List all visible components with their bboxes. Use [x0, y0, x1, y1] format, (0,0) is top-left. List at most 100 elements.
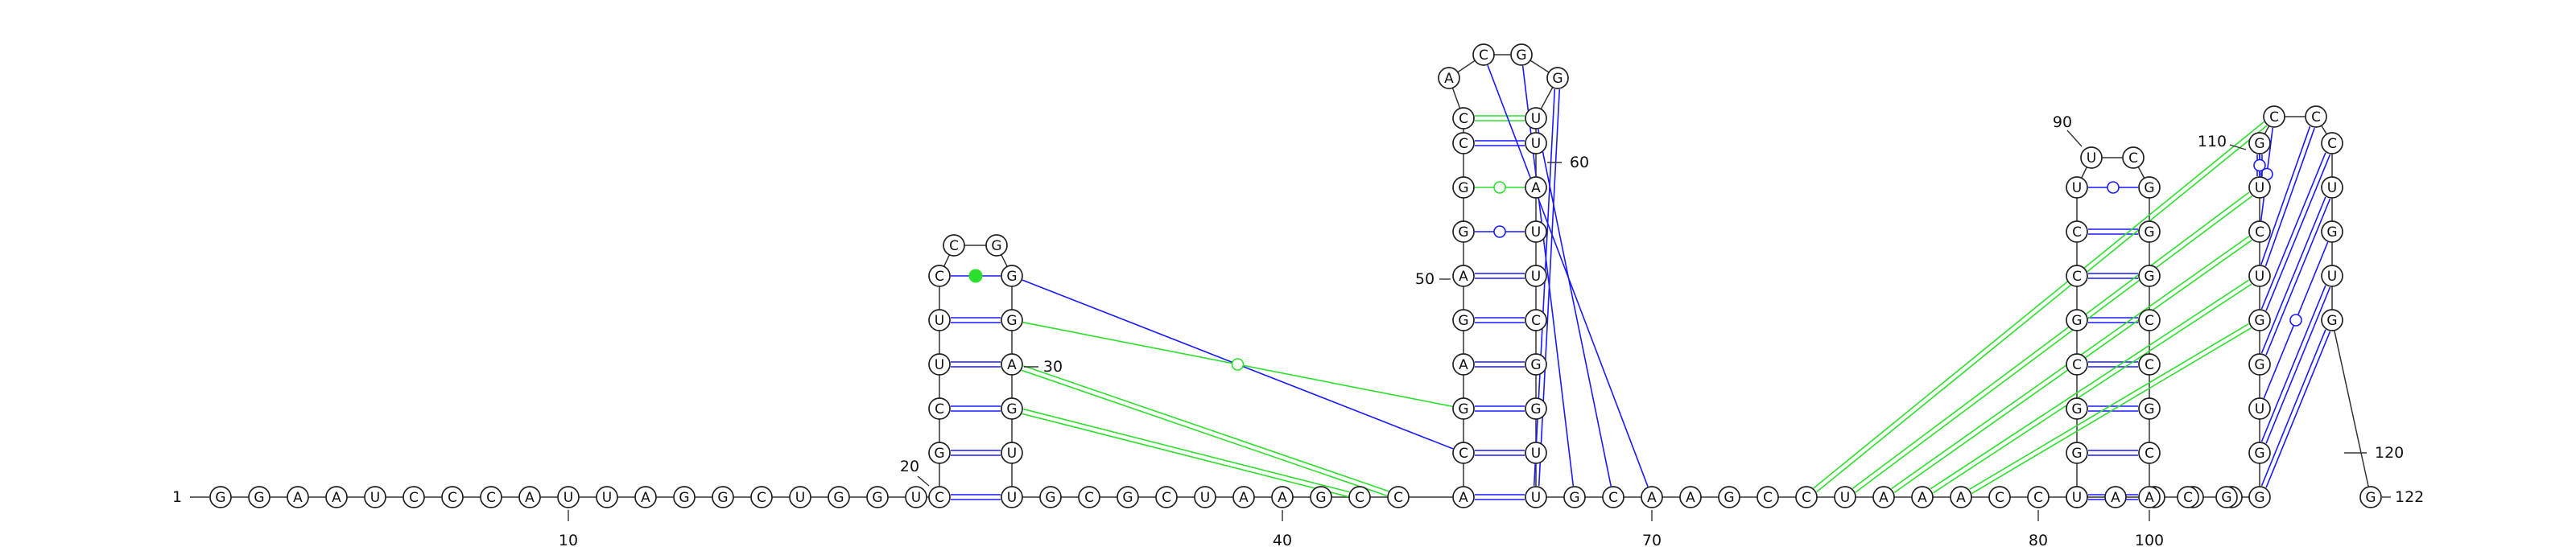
svg-text:G: G	[2071, 401, 2082, 417]
nucleotide: A	[1438, 67, 1460, 89]
backbone-line	[221, 54, 2372, 498]
nucleotide: G	[2138, 220, 2161, 243]
nucleotide: U	[2080, 146, 2103, 169]
nucleotide: G	[2248, 442, 2271, 464]
svg-text:U: U	[911, 490, 921, 506]
svg-text:U: U	[2072, 180, 2082, 196]
nucleotide: C	[2263, 105, 2285, 128]
svg-text:C: C	[2145, 446, 2154, 462]
nucleotide: U	[2321, 265, 2343, 287]
svg-text:U: U	[1531, 490, 1541, 506]
nucleotide: G	[2321, 220, 2343, 243]
base-pair	[2088, 405, 2138, 412]
svg-text:U: U	[795, 490, 805, 506]
nucleotide: A	[518, 486, 541, 508]
nucleotide: U	[1834, 486, 1856, 508]
svg-text:C: C	[935, 269, 944, 285]
nucleotide: G	[1117, 486, 1139, 508]
svg-text:C: C	[1084, 490, 1094, 506]
svg-text:G: G	[679, 490, 689, 506]
svg-text:A: A	[293, 490, 303, 506]
svg-text:G: G	[1006, 313, 1017, 329]
svg-text:G: G	[215, 490, 225, 506]
position-label: 40	[1273, 510, 1292, 549]
base-pair	[2088, 361, 2138, 368]
nucleotide: G	[1525, 353, 1547, 376]
svg-text:C: C	[935, 401, 944, 417]
nucleotide: C	[1348, 486, 1371, 508]
svg-text:70: 70	[1642, 532, 1662, 549]
nucleotide: G	[1718, 486, 1740, 508]
svg-text:A: A	[1647, 490, 1657, 506]
svg-text:C: C	[949, 238, 959, 254]
nucleotide: A	[2138, 486, 2161, 508]
nucleotide: G	[2066, 309, 2088, 331]
svg-text:G: G	[2326, 224, 2337, 241]
svg-text:1: 1	[172, 488, 182, 506]
nucleotide: U	[1525, 486, 1547, 508]
svg-text:50: 50	[1415, 270, 1435, 288]
nucleotide: C	[1387, 486, 1410, 508]
svg-text:G: G	[1006, 269, 1017, 285]
svg-text:U: U	[1531, 224, 1541, 241]
svg-text:A: A	[1956, 490, 1966, 506]
base-pair	[951, 494, 1001, 500]
svg-text:U: U	[564, 490, 573, 506]
svg-text:U: U	[1007, 446, 1017, 462]
base-pair	[951, 269, 1001, 283]
svg-text:G: G	[872, 490, 882, 506]
base-pair	[2088, 273, 2138, 279]
svg-text:A: A	[1918, 490, 1927, 506]
position-label: 90	[2053, 113, 2083, 147]
nucleotide: A	[634, 486, 657, 508]
svg-text:20: 20	[900, 458, 919, 475]
position-label: 122	[2383, 488, 2424, 506]
svg-text:C: C	[1459, 111, 1468, 127]
svg-text:A: A	[641, 490, 650, 506]
svg-text:C: C	[1459, 136, 1468, 152]
svg-text:C: C	[2072, 224, 2082, 241]
nucleotide: U	[364, 486, 386, 508]
svg-text:U: U	[1531, 136, 1541, 152]
svg-text:G: G	[2254, 136, 2264, 152]
svg-text:U: U	[2072, 490, 2082, 506]
nucleotide: G	[1001, 309, 1023, 331]
svg-text:G: G	[2254, 446, 2264, 462]
svg-text:G: G	[254, 490, 264, 506]
svg-text:G: G	[833, 490, 844, 506]
svg-text:U: U	[2255, 401, 2264, 417]
position-label: 120	[2344, 444, 2404, 462]
nucleotide: U	[2066, 176, 2088, 199]
base-pair	[1475, 181, 1525, 194]
nucleotide: U	[928, 309, 951, 331]
svg-text:C: C	[2269, 109, 2279, 125]
base-pair	[2260, 329, 2331, 488]
nucleotide: C	[1988, 486, 2011, 508]
nucleotide: G	[1310, 486, 1332, 508]
svg-text:U: U	[2255, 180, 2264, 196]
base-pair	[1475, 405, 1525, 412]
nucleotide: C	[2066, 220, 2088, 243]
base-pair	[2253, 154, 2266, 176]
base-pair	[1022, 364, 1389, 497]
svg-text:G: G	[2144, 180, 2154, 196]
svg-text:G: G	[1006, 401, 1017, 417]
svg-text:C: C	[1763, 490, 1773, 506]
nucleotide: G	[1452, 176, 1475, 199]
base-pair	[1475, 494, 1525, 500]
svg-text:C: C	[1802, 490, 1811, 506]
nucleotide: C	[943, 234, 965, 257]
base-pairs	[951, 64, 2331, 500]
nucleotide: A	[1641, 486, 1663, 508]
nucleotide: C	[1525, 309, 1547, 331]
nucleotide: G	[1001, 397, 1023, 420]
position-label: 60	[1547, 154, 1589, 171]
svg-text:G: G	[1458, 180, 1468, 196]
nucleotide: U	[789, 486, 811, 508]
svg-text:U: U	[2327, 180, 2337, 196]
svg-text:U: U	[1007, 490, 1017, 506]
nucleotide: U	[2248, 397, 2271, 420]
svg-text:C: C	[1355, 490, 1364, 506]
svg-text:G: G	[1516, 47, 1526, 64]
nucleotide: C	[2138, 442, 2161, 464]
